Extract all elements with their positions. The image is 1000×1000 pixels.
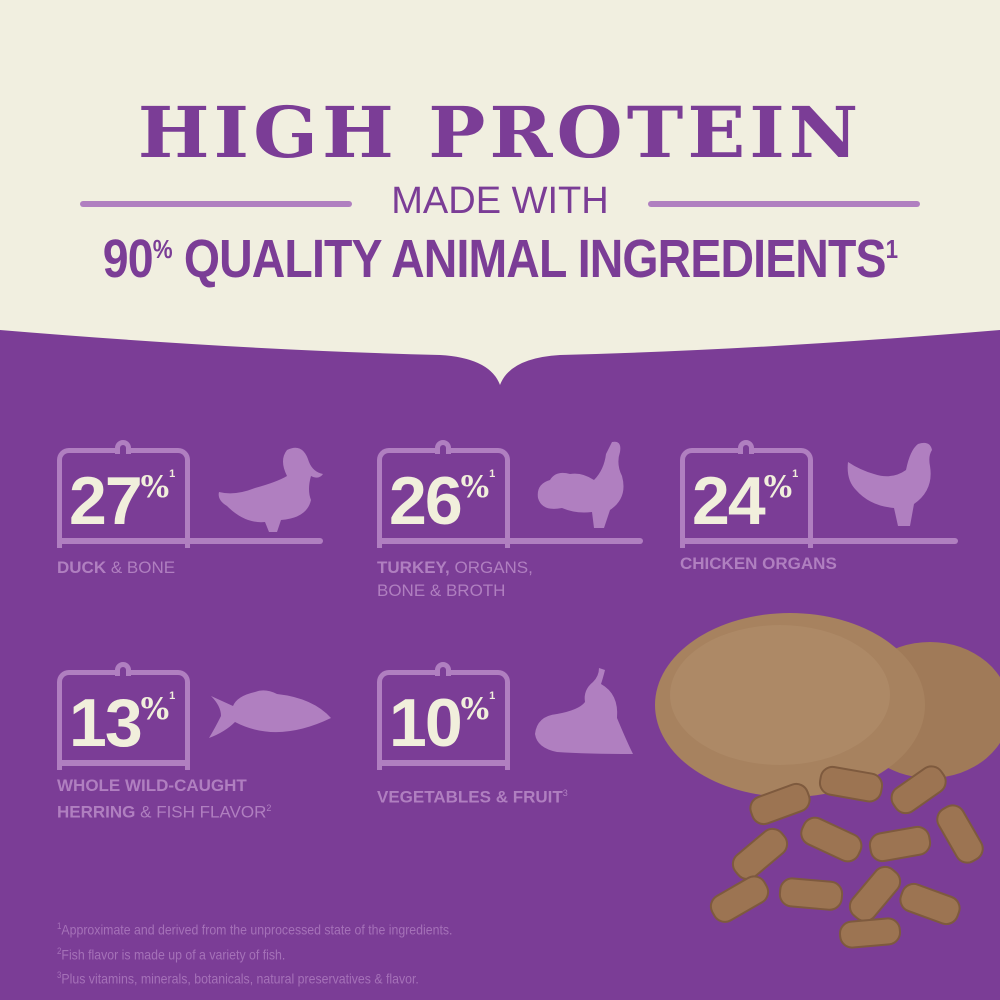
cream-header-background [0, 0, 1000, 385]
percentage: 27%1 [69, 463, 175, 539]
divider-left [80, 201, 352, 207]
headline: HIGH PROTEIN [137, 91, 863, 174]
card-notch [115, 662, 131, 676]
food-product-image [655, 613, 1000, 949]
ingredient-label: DUCK & BONE [57, 558, 176, 577]
ingredient-card-duck: 27%1 DUCK & BONE [57, 440, 327, 577]
footnotes: 1Approximate and derived from the unproc… [57, 916, 452, 990]
turkey-icon [537, 441, 624, 528]
card-notch [435, 662, 451, 676]
card-baseline [377, 760, 510, 766]
percentage: 24%1 [692, 463, 798, 539]
percentage: 10%1 [389, 685, 495, 761]
ingredient-label: VEGETABLES & FRUIT3 [377, 787, 568, 807]
footnote: 1Approximate and derived from the unproc… [57, 921, 453, 938]
ingredient-card-turkey: 26%1 TURKEY, ORGANS, BONE & BROTH [377, 440, 647, 600]
ingredient-label: CHICKEN ORGANS [680, 554, 837, 573]
card-baseline [57, 538, 323, 544]
card-baseline [377, 538, 643, 544]
footnote: 2Fish flavor is made up of a variety of … [57, 945, 286, 963]
ingredient-label: WHOLE WILD-CAUGHT HERRING & FISH FLAVOR2 [57, 776, 272, 822]
ingredient-label: TURKEY, ORGANS, BONE & BROTH [377, 558, 533, 600]
duck-icon [218, 447, 323, 532]
vegetables-fruit-icon [535, 668, 633, 754]
card-baseline [57, 760, 190, 766]
ingredient-card-vegetables: 10%1 VEGETABLES & FRUIT3 [377, 662, 647, 807]
chicken-icon [847, 442, 932, 526]
card-notch [738, 440, 754, 454]
divider-right [648, 201, 920, 207]
card-baseline [680, 538, 958, 544]
ingredient-card-chicken: 24%1 CHICKEN ORGANS [680, 440, 958, 573]
fish-icon [209, 690, 331, 738]
claim-headline: 90% QUALITY ANIMAL INGREDIENTS1 [102, 229, 898, 289]
percentage: 13%1 [69, 685, 175, 761]
card-notch [435, 440, 451, 454]
card-notch [115, 440, 131, 454]
ingredient-card-herring: 13%1 WHOLE WILD-CAUGHT HERRING & FISH FL… [57, 662, 331, 822]
percentage: 26%1 [389, 463, 495, 539]
footnote: 3Plus vitamins, minerals, botanicals, na… [57, 970, 419, 987]
subheadline: MADE WITH [391, 180, 609, 222]
